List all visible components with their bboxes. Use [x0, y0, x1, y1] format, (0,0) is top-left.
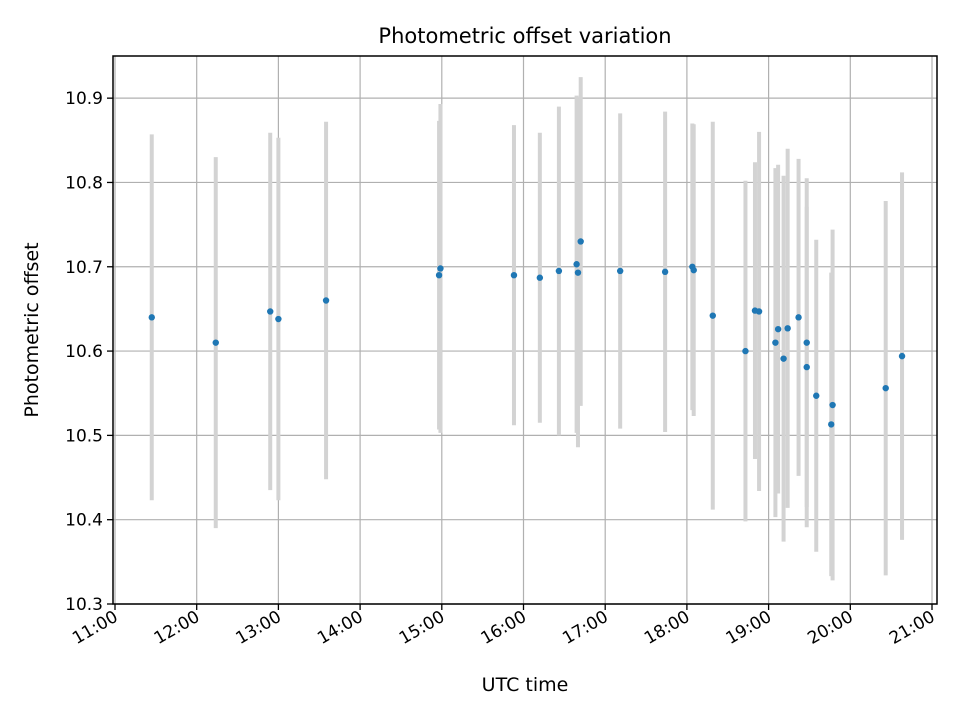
x-tick-label: 17:00	[559, 607, 611, 649]
data-point	[772, 339, 779, 346]
data-point	[437, 265, 444, 272]
data-point	[755, 308, 763, 315]
data-point	[709, 312, 716, 319]
x-tick-label: 18:00	[641, 607, 693, 649]
data-point	[898, 352, 906, 360]
data-point	[574, 269, 582, 276]
grid	[113, 56, 937, 605]
x-axis-ticks: 11:00 12:00 13:00 14:00 15:00 16:00 17:00 18:00…	[69, 604, 939, 649]
data-point	[536, 274, 544, 281]
data-point	[573, 261, 580, 268]
y-tick-label: 10.6	[65, 342, 103, 362]
y-tick-label: 10.8	[65, 173, 103, 193]
data-point	[882, 384, 889, 392]
data-point	[616, 267, 624, 275]
y-tick-label: 10.3	[65, 595, 103, 615]
data-point	[577, 238, 584, 245]
data-point	[813, 392, 820, 399]
data-point	[828, 421, 835, 428]
data-point	[275, 315, 282, 323]
x-axis-label: UTC time	[482, 674, 569, 696]
data-point	[742, 347, 749, 355]
data-point	[322, 297, 330, 304]
data-point	[690, 266, 697, 274]
data-point	[555, 267, 563, 275]
y-tick-label: 10.4	[65, 511, 103, 531]
y-tick-label: 10.5	[65, 426, 103, 446]
plot-frame	[112, 55, 938, 605]
data-points	[148, 238, 906, 428]
data-point	[661, 268, 669, 276]
data-point	[510, 272, 518, 279]
x-tick-label: 15:00	[396, 607, 448, 649]
data-point	[267, 308, 274, 315]
data-point	[795, 314, 802, 321]
data-point	[148, 314, 155, 321]
data-point	[774, 325, 782, 333]
x-tick-label: 19:00	[723, 607, 775, 649]
data-point	[803, 363, 810, 371]
data-point	[435, 272, 443, 279]
x-tick-label: 20:00	[804, 607, 856, 649]
x-tick-label: 12:00	[151, 607, 203, 649]
data-point	[212, 339, 219, 346]
y-tick-label: 10.9	[65, 89, 103, 109]
y-axis-ticks: 10.3 10.4 10.5 10.6 10.7 10.8 10.9	[65, 89, 113, 615]
chart-title: Photometric offset variation	[378, 24, 671, 48]
data-point	[803, 339, 810, 346]
x-tick-label: 14:00	[314, 607, 366, 649]
data-point	[829, 401, 836, 409]
y-tick-label: 10.7	[65, 258, 103, 278]
y-axis-label: Photometric offset	[21, 242, 43, 417]
x-tick-label: 16:00	[478, 607, 530, 649]
data-point	[780, 355, 787, 362]
x-tick-label: 13:00	[232, 607, 284, 649]
x-tick-label: 21:00	[886, 607, 938, 649]
data-point	[784, 325, 791, 332]
